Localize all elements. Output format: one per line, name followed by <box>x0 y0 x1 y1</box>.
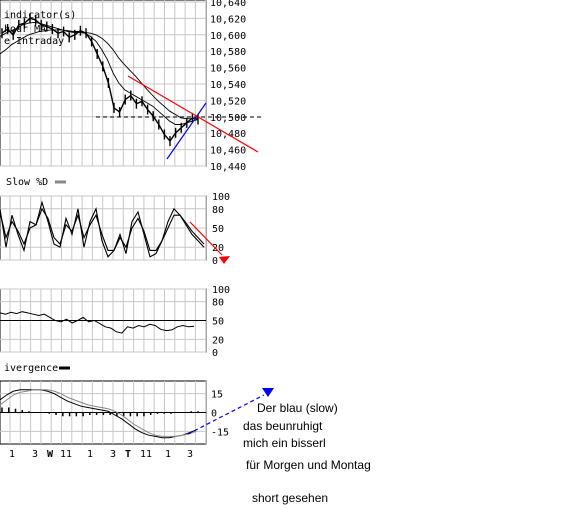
stochastic-red-line <box>189 221 223 256</box>
stochastic-k-line <box>0 200 205 258</box>
note-line-3: mich ein bisserl <box>243 436 326 450</box>
macd-panel: ivergence 150-15 1 3 W 11 1 3 T 11 1 3 <box>0 363 274 460</box>
price-grid <box>0 0 207 167</box>
price-tick-label: 10,620 <box>210 14 246 25</box>
oscillator-series <box>0 311 206 334</box>
macd-tick-label: -15 <box>211 427 229 438</box>
macd-x-tick-label: 1 <box>87 449 93 460</box>
stochastic-tick-label: 100 <box>212 192 230 203</box>
macd-x-tick-label: 3 <box>187 449 193 460</box>
stochastic-tick-label: 80 <box>212 205 224 216</box>
macd-series <box>0 389 197 439</box>
legend-fragment-3: e Intraday <box>4 36 64 47</box>
macd-x-ticks: 1 3 W 11 1 3 T 11 1 3 <box>9 449 193 460</box>
macd-x-tick-label: 1 <box>165 449 171 460</box>
macd-x-tick-label: 3 <box>32 449 38 460</box>
macd-tick-label: 0 <box>211 409 217 420</box>
macd-blue-arrow <box>262 388 274 397</box>
price-tick-label: 10,540 <box>210 80 246 91</box>
macd-x-tick-label: 3 <box>110 449 116 460</box>
legend-fragment-1: indicator(s) <box>4 10 76 21</box>
note-line-4: für Morgen und Montag <box>246 458 371 472</box>
stochastic-red-arrow <box>219 256 230 264</box>
oscillator-tick-label: 50 <box>212 317 224 328</box>
ma-slow-line <box>0 29 198 120</box>
stochastic-tick-label: 50 <box>212 224 224 235</box>
price-tick-label: 10,500 <box>210 113 246 124</box>
macd-x-tick-label: W <box>47 449 54 460</box>
price-tick-label: 10,640 <box>210 0 246 9</box>
macd-x-tick-label: 11 <box>140 449 152 460</box>
oscillator-line <box>0 311 195 334</box>
stochastic-panel: Slow %D 100 80 50 20 0 <box>0 177 230 267</box>
stochastic-d-line <box>0 207 205 251</box>
macd-tick-label: 15 <box>211 390 223 401</box>
macd-x-tick-label: T <box>125 449 131 460</box>
macd-blue-dashed-line <box>187 394 265 435</box>
stochastic-tick-label: 20 <box>212 243 224 254</box>
macd-y-ticks: 15 0 -15 <box>211 390 229 439</box>
price-tick-label: 10,440 <box>210 162 246 173</box>
macd-x-tick-label: 1 <box>9 449 15 460</box>
price-tick-label: 10,600 <box>210 31 246 42</box>
price-tick-label: 10,460 <box>210 146 246 157</box>
oscillator-y-ticks: 100 80 50 20 0 <box>212 285 230 359</box>
stochastic-tick-label: 0 <box>212 256 218 267</box>
note-line-1: Der blau (slow) <box>257 401 338 415</box>
macd-histogram <box>0 407 206 417</box>
macd-signal-line <box>0 389 197 437</box>
downtrend-line <box>127 75 259 153</box>
stochastic-series <box>0 200 205 258</box>
stochastic-title: Slow %D <box>6 177 48 188</box>
legend-fragment-2: hour MA <box>4 24 46 35</box>
ma-fast-line <box>0 21 199 125</box>
price-series <box>0 13 199 147</box>
note-line-2: das beunruhigt <box>243 419 323 433</box>
note-line-5: short gesehen <box>252 491 329 505</box>
price-tick-label: 10,580 <box>210 47 246 58</box>
price-tick-label: 10,520 <box>210 96 246 107</box>
stochastic-grid <box>0 195 207 261</box>
oscillator-panel: 100 80 50 20 0 <box>0 285 230 359</box>
price-panel: 10,640 10,620 10,600 10,580 10,560 10,540 10,5… <box>0 0 262 173</box>
oscillator-tick-label: 20 <box>212 335 224 346</box>
price-y-ticks: 10,640 10,620 10,600 10,580 10,560 10,540 10,5… <box>210 0 246 173</box>
oscillator-tick-label: 0 <box>212 348 218 359</box>
oscillator-tick-label: 100 <box>212 285 230 296</box>
uptrend-line <box>166 102 207 160</box>
stochastic-y-ticks: 100 80 50 20 0 <box>212 192 230 267</box>
oscillator-tick-label: 80 <box>212 298 224 309</box>
price-series-line <box>1 17 199 143</box>
price-tick-label: 10,560 <box>210 64 246 75</box>
macd-title: ivergence <box>4 363 58 374</box>
macd-x-tick-label: 11 <box>60 449 72 460</box>
